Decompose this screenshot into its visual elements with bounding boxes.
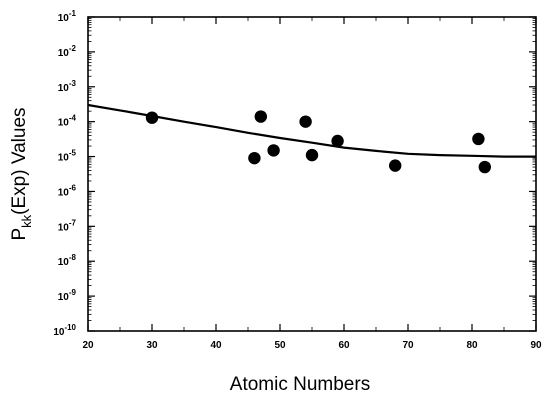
y-tick-label: 10-9 <box>58 288 77 303</box>
x-tick-label: 70 <box>402 340 414 351</box>
x-tick-label: 50 <box>274 340 286 351</box>
y-tick-label: 10-2 <box>58 44 77 59</box>
y-tick-label: 10-4 <box>58 114 77 129</box>
plot-frame <box>87 16 537 332</box>
fit-curve <box>87 103 536 158</box>
y-tick-label: 10-7 <box>58 218 77 233</box>
x-axis-title: Atomic Numbers <box>230 374 370 395</box>
data-point <box>145 111 159 124</box>
y-tick-label: 10-8 <box>58 253 77 268</box>
data-point <box>331 134 344 148</box>
y-axis-title: Pkk(Exp) Values <box>9 107 34 240</box>
data-point <box>472 132 485 146</box>
x-tick-label: 20 <box>82 340 94 351</box>
data-point <box>299 115 312 128</box>
y-axis-title-subscript: kk <box>19 214 34 228</box>
y-tick-label: 10-5 <box>58 149 77 164</box>
data-point <box>478 160 491 174</box>
x-tick-label: 60 <box>338 340 350 351</box>
y-axis-title-rest: (Exp) Values <box>9 107 30 214</box>
y-tick-label: 10-10 <box>53 323 76 338</box>
data-point <box>254 110 267 123</box>
y-tick-label: 10-3 <box>58 79 77 94</box>
data-point <box>389 159 402 172</box>
data-point <box>248 151 261 165</box>
y-axis-title-main: P <box>9 228 30 241</box>
x-tick-label: 90 <box>530 340 542 351</box>
y-tick-label: 10-6 <box>58 183 77 198</box>
x-tick-label: 30 <box>146 340 158 351</box>
x-tick-label: 40 <box>210 340 222 351</box>
y-tick-label: 10-1 <box>58 9 77 24</box>
data-point <box>267 144 280 157</box>
x-tick-label: 80 <box>466 340 478 351</box>
data-point <box>305 148 319 162</box>
